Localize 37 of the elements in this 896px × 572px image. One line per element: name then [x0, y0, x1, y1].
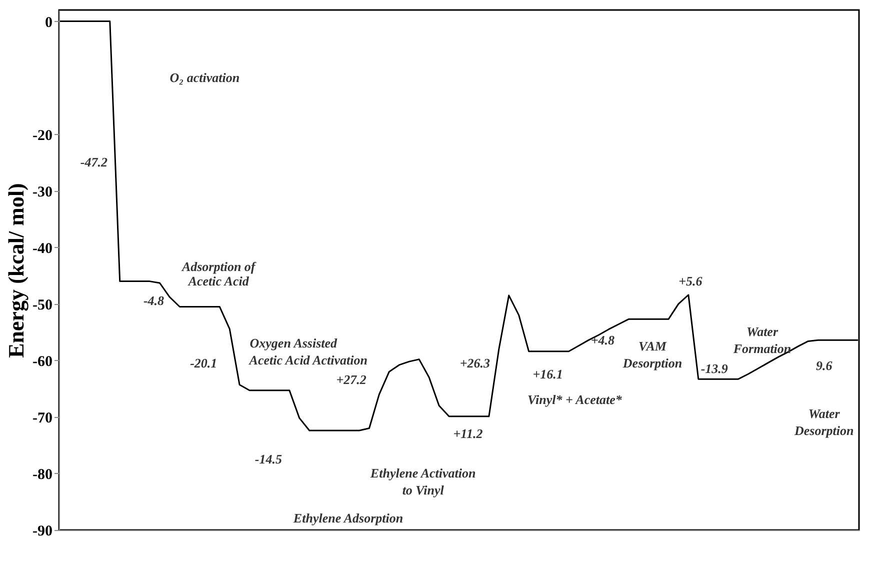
annotation: -47.2 [80, 154, 108, 170]
annotation: Oxygen Assisted [250, 335, 338, 350]
annotation: O₂ activation [170, 70, 240, 85]
annotation: +11.2 [453, 426, 484, 441]
annotation: Acetic Acid [187, 273, 250, 288]
annotation: +5.6 [678, 273, 703, 288]
annotation: Vinyl* + Acetate* [528, 392, 622, 407]
annotation: -13.9 [700, 360, 728, 376]
y-tick-label: -50 [32, 297, 52, 314]
y-tick-label: 0 [45, 14, 52, 31]
annotation: +27.2 [336, 372, 367, 388]
annotation: Adsorption of [180, 259, 257, 274]
annotation: +16.1 [532, 366, 563, 382]
annotation: Formation [732, 341, 792, 356]
annotation: +26.3 [460, 355, 491, 370]
y-tick-label: -60 [32, 354, 52, 370]
annotation: Ethylene Adsorption [292, 510, 404, 526]
y-tick-label: -30 [32, 184, 52, 200]
y-tick-label: -90 [32, 524, 52, 540]
annotation: -20.1 [190, 355, 218, 370]
y-tick-label: -40 [32, 240, 52, 257]
annotation: -4.8 [143, 293, 165, 308]
y-tick-label: -80 [32, 466, 52, 483]
annotation: VAM [638, 338, 667, 354]
annotation: Ethylene Activation [369, 465, 476, 480]
y-tick-label: -70 [32, 410, 52, 426]
annotation: Water [746, 324, 779, 340]
annotation: -14.5 [254, 451, 283, 466]
annotation: Desorption [622, 355, 682, 370]
annotation: to Vinyl [402, 482, 444, 498]
annotation: Acetic Acid Activation [248, 352, 368, 368]
annotation: Water [808, 406, 841, 422]
y-tick-label: -20 [32, 128, 52, 144]
annotation: +4.8 [590, 332, 615, 348]
annotation: 9.6 [816, 358, 833, 374]
y-axis-title: Energy (kcal/ mol) [4, 183, 29, 358]
annotation: Desorption [793, 423, 854, 438]
